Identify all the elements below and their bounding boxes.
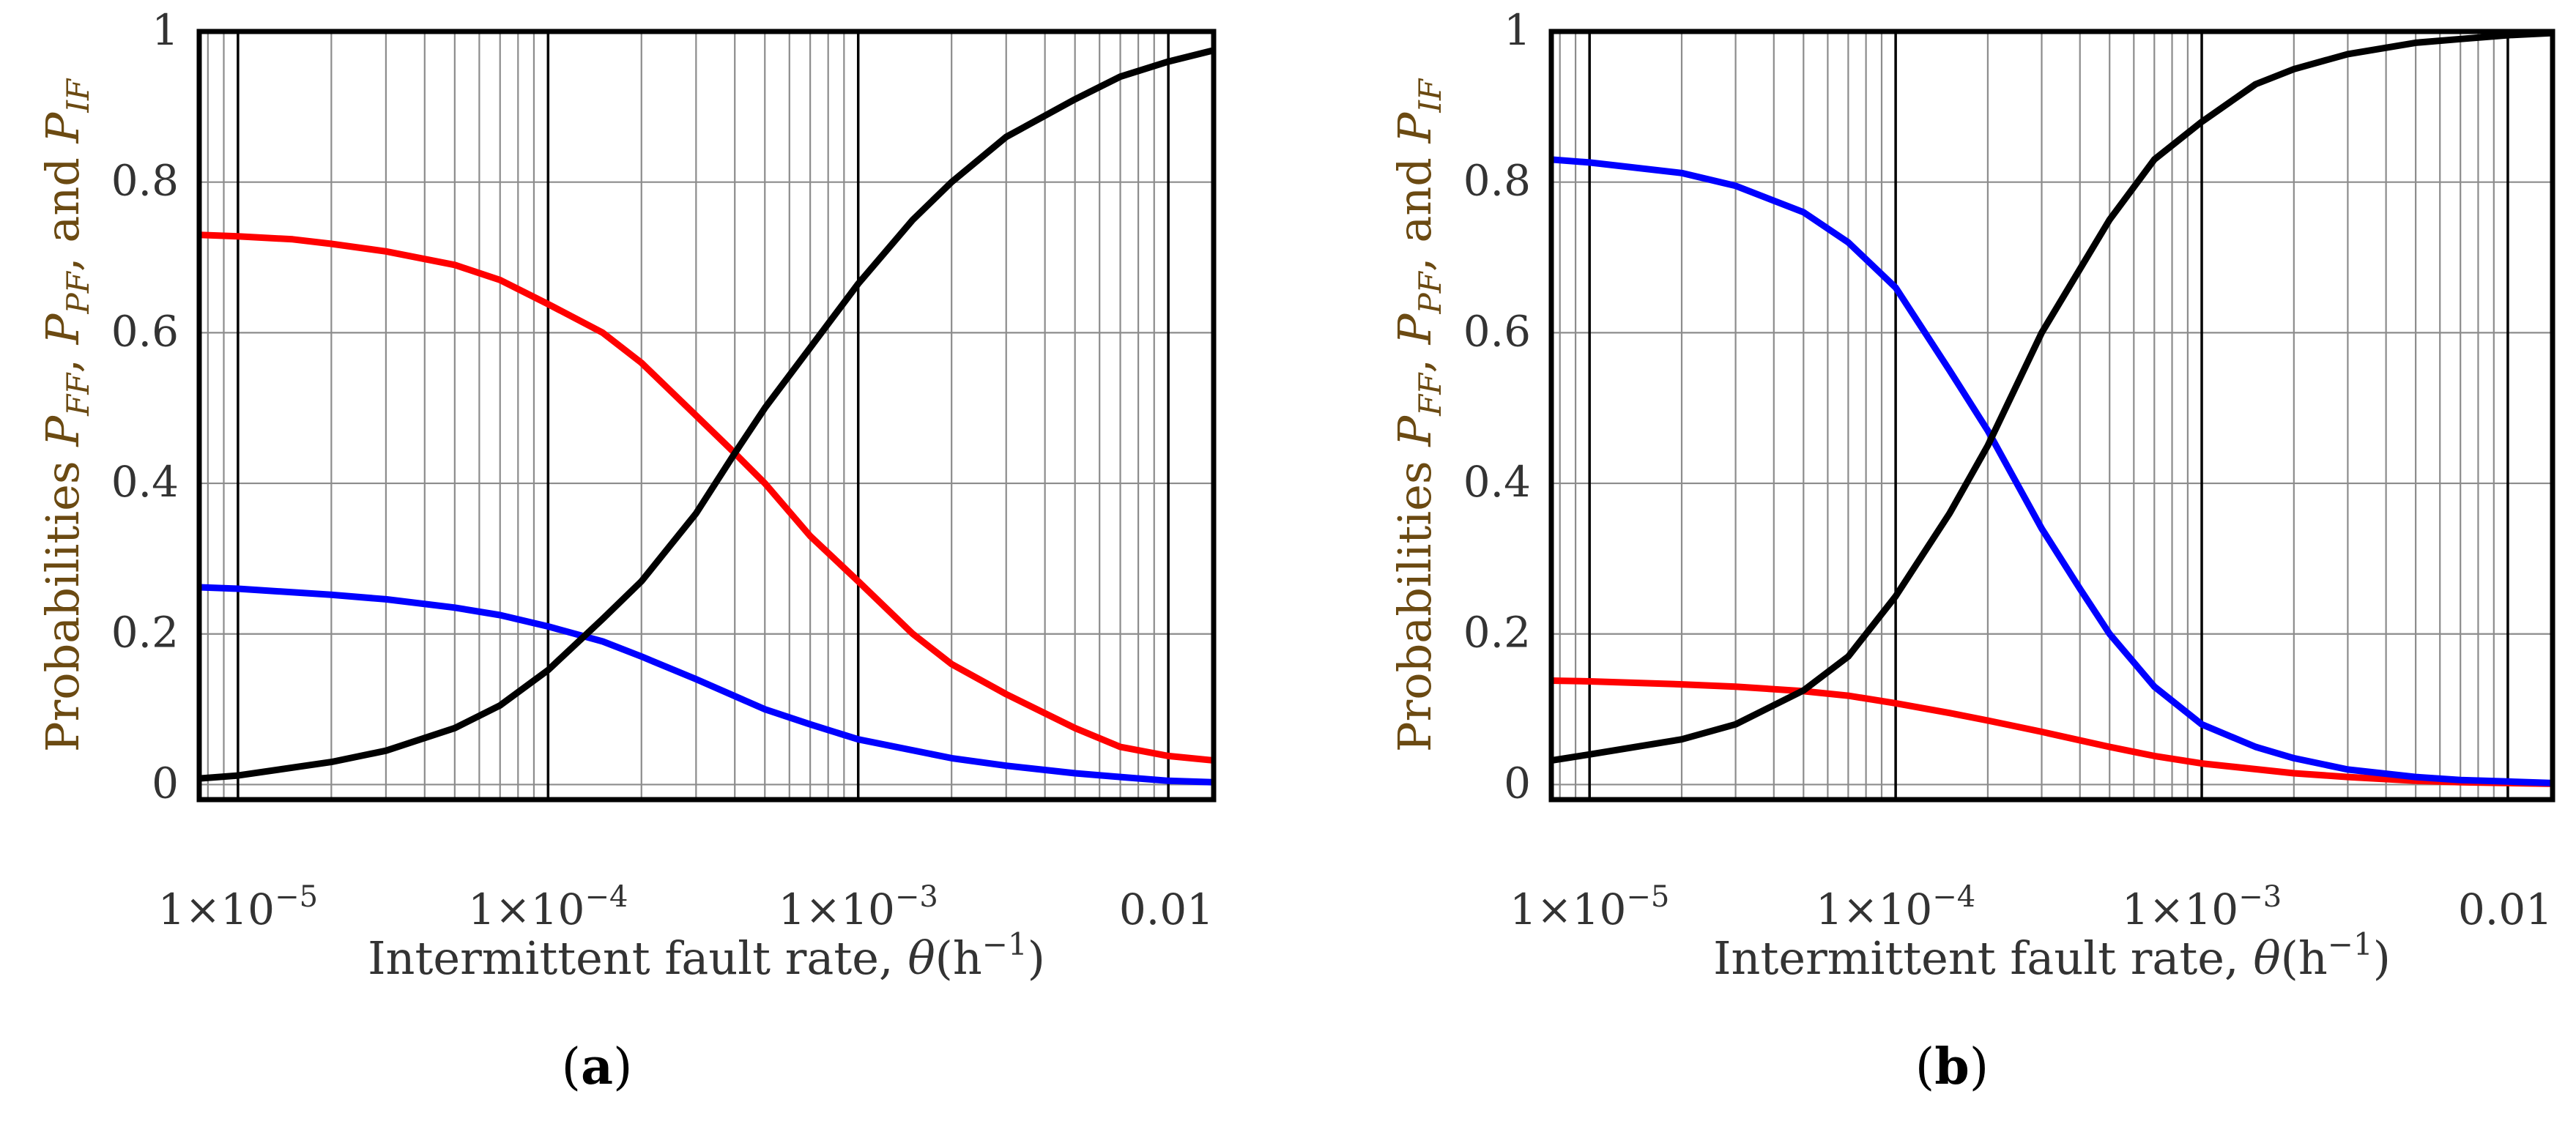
x-axis-label-exponent: −1 [2328,926,2373,962]
x-tick-exponent: −3 [2238,880,2282,914]
x-tick-mantissa: 0.01 [2458,885,2553,934]
x-axis-label-exponent: −1 [982,926,1028,962]
x-axis-label-symbol: θ [907,931,935,985]
x-tick-mantissa: 1×10 [158,885,275,934]
y-tick-label: 0.2 [1463,608,1531,658]
series-line-p-if [199,47,1214,782]
y-tick-label: 0 [1504,758,1531,808]
x-tick-exponent: −4 [1932,880,1975,914]
y-tick-label: 0.6 [111,306,179,356]
panel-label-close: ) [1970,1038,1989,1096]
series-line-p-if [1551,31,2553,764]
x-tick-label: 1×10−5 [158,880,318,934]
panel-letter: a [581,1038,613,1096]
x-axis-label-text: Intermittent fault rate, [368,931,907,985]
series-group [199,47,1214,786]
y-axis-label-var: P [36,313,89,345]
x-axis-label-symbol: θ [2253,931,2280,985]
x-tick-exponent: −5 [275,880,318,914]
y-axis-label-subscript: FF [1412,372,1448,417]
y-axis-label-separator: , [1388,344,1441,373]
y-axis-label-subscript: PF [60,270,96,314]
panel-label-b: (b) [1915,1038,1989,1096]
y-tick-label: 1 [1504,5,1531,55]
y-tick-label: 1 [152,5,179,55]
x-axis-label-close: ) [2373,931,2391,985]
y-tick-label: 0.8 [111,156,179,206]
panel-label-close: ) [613,1038,633,1096]
panel-label-a: (a) [561,1038,632,1096]
x-tick-mantissa: 1×10 [1510,885,1626,934]
x-tick-label: 1×10−3 [779,880,938,934]
panel-label-open: ( [1915,1038,1935,1096]
series-line-p-ff [199,231,1214,764]
y-tick-label: 0.4 [111,457,179,507]
x-tick-exponent: −3 [895,880,938,914]
series-group [1551,31,2553,787]
plot-frame [1548,29,2555,803]
y-axis-label-subscript: IF [1412,78,1448,113]
x-tick-label: 1×10−3 [2122,880,2282,934]
series-line-p-pf [199,584,1214,786]
y-axis-label-subscript: FF [60,372,96,417]
x-tick-exponent: −4 [584,880,628,914]
y-axis-label-var: P [36,111,89,144]
x-axis-label-unit: (h [935,931,982,985]
y-axis-label-var: P [36,415,89,447]
y-tick-label: 0.4 [1463,457,1531,507]
y-axis-label-prefix: Probabilities [1388,447,1441,752]
x-axis-label: Intermittent fault rate, θ(h−1) [368,926,1045,985]
y-axis-label-subscript: PF [1412,270,1448,314]
x-tick-mantissa: 1×10 [1816,885,1932,934]
panel-letter: b [1934,1038,1970,1096]
y-axis-label: Probabilities PFF, PPF, and PIF [1388,78,1448,752]
y-axis-label-var: P [1388,313,1441,345]
plot-frame [196,29,1217,803]
x-axis-label-unit: (h [2281,931,2328,985]
x-axis-label-close: ) [1028,931,1045,985]
chart-panel-a: 00.20.40.60.811×10−5 1×10−4 1×10−3 0.01Inte… [36,5,1217,1096]
x-tick-label: 1×10−5 [1510,880,1669,934]
series-line-p-pf [1551,156,2553,786]
y-tick-label: 0.6 [1463,306,1531,356]
y-axis-label-separator: , and [1388,143,1441,272]
x-tick-label: 1×10−4 [1816,880,1975,934]
x-tick-label: 1×10−4 [468,880,628,934]
x-axis-label-text: Intermittent fault rate, [1713,931,2253,985]
y-axis-label-prefix: Probabilities [36,447,89,752]
panels: 00.20.40.60.811×10−5 1×10−4 1×10−3 0.01Inte… [36,5,2555,1096]
series-line-p-ff [1551,677,2553,787]
x-axis-label: Intermittent fault rate, θ(h−1) [1713,926,2391,985]
x-tick-mantissa: 1×10 [2122,885,2238,934]
x-tick-exponent: −5 [1626,880,1669,914]
y-axis-label-separator: , and [36,143,89,272]
x-tick-mantissa: 1×10 [779,885,895,934]
y-axis-label-var: P [1388,415,1441,447]
chart-panel-b: 00.20.40.60.811×10−5 1×10−4 1×10−3 0.01Inte… [1388,5,2555,1096]
y-axis-label: Probabilities PFF, PPF, and PIF [36,78,96,752]
y-axis-label-separator: , [36,344,89,373]
x-tick-mantissa: 0.01 [1119,885,1214,934]
y-tick-label: 0.2 [111,608,179,658]
y-tick-label: 0.8 [1463,156,1531,206]
y-tick-label: 0 [152,758,179,808]
x-tick-label: 0.01 [2458,885,2553,934]
y-axis-label-var: P [1388,111,1441,144]
x-tick-label: 0.01 [1119,885,1214,934]
y-axis-label-subscript: IF [60,78,96,113]
panel-label-open: ( [561,1038,581,1096]
x-tick-mantissa: 1×10 [468,885,584,934]
